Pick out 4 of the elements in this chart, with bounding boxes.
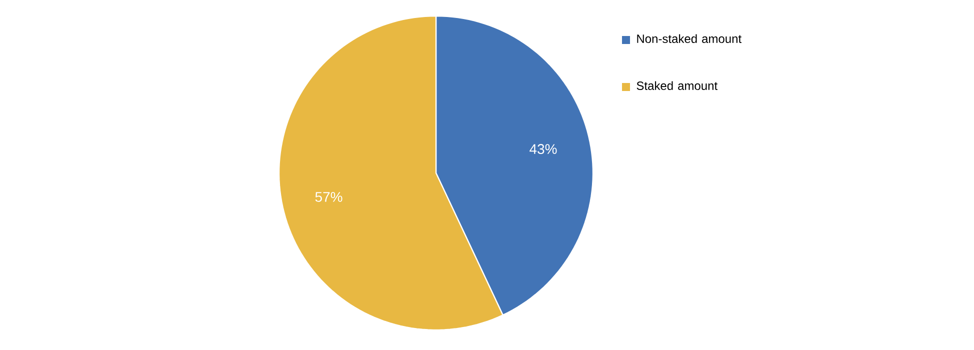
data-label: 57% bbox=[315, 192, 342, 202]
legend-label: Staked amount bbox=[636, 81, 718, 90]
data-label: 43% bbox=[530, 144, 557, 154]
legend-label: Non-staked amount bbox=[637, 34, 742, 43]
